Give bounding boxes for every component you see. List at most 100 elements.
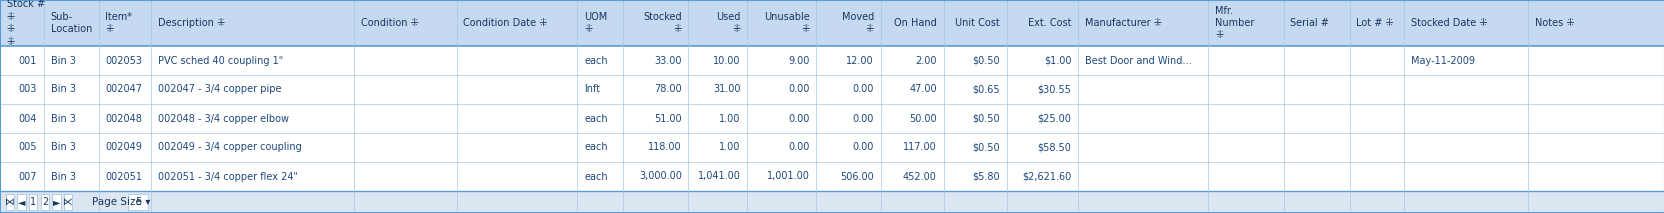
Text: each: each [584,171,607,181]
Text: 51.00: 51.00 [654,114,682,124]
Text: 5 ▾: 5 ▾ [136,197,150,207]
Text: Ext. Cost: Ext. Cost [1027,18,1070,28]
Text: $58.50: $58.50 [1037,142,1070,153]
Text: ►: ► [53,197,60,207]
Text: 0.00: 0.00 [787,142,809,153]
Text: Notes ⁜: Notes ⁜ [1534,18,1572,28]
Text: $2,621.60: $2,621.60 [1022,171,1070,181]
Text: $0.50: $0.50 [972,142,1000,153]
Bar [0,162,1664,191]
Text: Condition ⁜: Condition ⁜ [361,18,418,28]
Text: 0.00: 0.00 [787,114,809,124]
Text: 002049 - 3/4 copper coupling: 002049 - 3/4 copper coupling [158,142,301,153]
Text: ⋉: ⋉ [63,197,73,207]
Text: 31.00: 31.00 [712,85,740,95]
Text: 001: 001 [18,56,37,66]
Text: $0.65: $0.65 [972,85,1000,95]
Text: Bin 3: Bin 3 [50,142,75,153]
Text: 0.00: 0.00 [852,142,874,153]
Bar [0,191,1664,213]
Text: 10.00: 10.00 [712,56,740,66]
Text: Mfr.
Number
⁜: Mfr. Number ⁜ [1215,6,1253,40]
Text: 3,000.00: 3,000.00 [639,171,682,181]
Text: Sub-
Location: Sub- Location [50,12,92,34]
Text: Stocked
⁜: Stocked ⁜ [642,12,682,34]
Text: 2.00: 2.00 [915,56,937,66]
Text: 1,001.00: 1,001.00 [765,171,809,181]
Text: $25.00: $25.00 [1037,114,1070,124]
Text: 002047 - 3/4 copper pipe: 002047 - 3/4 copper pipe [158,85,281,95]
Text: 118.00: 118.00 [647,142,682,153]
Text: $30.55: $30.55 [1037,85,1070,95]
Text: On Hand: On Hand [894,18,937,28]
Text: Stock #
⁜
⁜
⁜: Stock # ⁜ ⁜ ⁜ [7,0,45,47]
Bar [53,194,60,210]
Text: Bin 3: Bin 3 [50,85,75,95]
Text: 002049: 002049 [105,142,141,153]
Text: Used
⁜: Used ⁜ [716,12,740,34]
Bar [0,46,1664,75]
Text: 2: 2 [42,197,48,207]
Text: 0.00: 0.00 [852,85,874,95]
Text: $0.50: $0.50 [972,114,1000,124]
Text: 0.00: 0.00 [852,114,874,124]
Text: Unusable
⁜: Unusable ⁜ [764,12,809,34]
Bar [63,194,73,210]
Text: 1: 1 [30,197,37,207]
Text: 1.00: 1.00 [719,114,740,124]
Bar [40,194,50,210]
Text: each: each [584,114,607,124]
Text: Item*
⁜: Item* ⁜ [105,12,133,34]
Text: $1.00: $1.00 [1043,56,1070,66]
Text: Unit Cost: Unit Cost [955,18,1000,28]
Text: 9.00: 9.00 [787,56,809,66]
Text: 005: 005 [18,142,37,153]
Text: Description ⁜: Description ⁜ [158,18,225,28]
Text: 007: 007 [18,171,37,181]
Text: 002053: 002053 [105,56,143,66]
Text: 12.00: 12.00 [845,56,874,66]
Text: Bin 3: Bin 3 [50,56,75,66]
Text: 003: 003 [18,85,37,95]
Text: Bin 3: Bin 3 [50,171,75,181]
Text: $5.80: $5.80 [972,171,1000,181]
Text: Moved
⁜: Moved ⁜ [840,12,874,34]
Text: each: each [584,142,607,153]
Text: 002051 - 3/4 copper flex 24": 002051 - 3/4 copper flex 24" [158,171,298,181]
Text: 002047: 002047 [105,85,143,95]
Text: 002051: 002051 [105,171,143,181]
Text: PVC sched 40 coupling 1": PVC sched 40 coupling 1" [158,56,283,66]
Text: Manufacturer ⁜: Manufacturer ⁜ [1083,18,1161,28]
Bar [30,194,38,210]
Bar [0,133,1664,162]
Text: 0.00: 0.00 [787,85,809,95]
Bar [17,194,27,210]
Bar [128,194,148,210]
Text: Condition Date ⁜: Condition Date ⁜ [463,18,547,28]
Bar [0,104,1664,133]
Text: 002048 - 3/4 copper elbow: 002048 - 3/4 copper elbow [158,114,288,124]
Text: 78.00: 78.00 [654,85,682,95]
Text: 1.00: 1.00 [719,142,740,153]
Text: 47.00: 47.00 [909,85,937,95]
Text: Serial #: Serial # [1290,18,1328,28]
Text: 506.00: 506.00 [840,171,874,181]
Text: 452.00: 452.00 [902,171,937,181]
Text: Page Size: Page Size [92,197,141,207]
Bar [0,0,1664,46]
Text: lnft: lnft [584,85,599,95]
Text: Best Door and Wind…: Best Door and Wind… [1083,56,1191,66]
Text: 004: 004 [18,114,37,124]
Text: Stocked Date ⁜: Stocked Date ⁜ [1409,18,1488,28]
Text: 117.00: 117.00 [902,142,937,153]
Text: Bin 3: Bin 3 [50,114,75,124]
Text: 50.00: 50.00 [909,114,937,124]
Bar [0,75,1664,104]
Text: each: each [584,56,607,66]
Bar [7,194,13,210]
Text: May-11-2009: May-11-2009 [1409,56,1474,66]
Text: 33.00: 33.00 [654,56,682,66]
Text: 002048: 002048 [105,114,141,124]
Text: $0.50: $0.50 [972,56,1000,66]
Text: ◄: ◄ [18,197,25,207]
